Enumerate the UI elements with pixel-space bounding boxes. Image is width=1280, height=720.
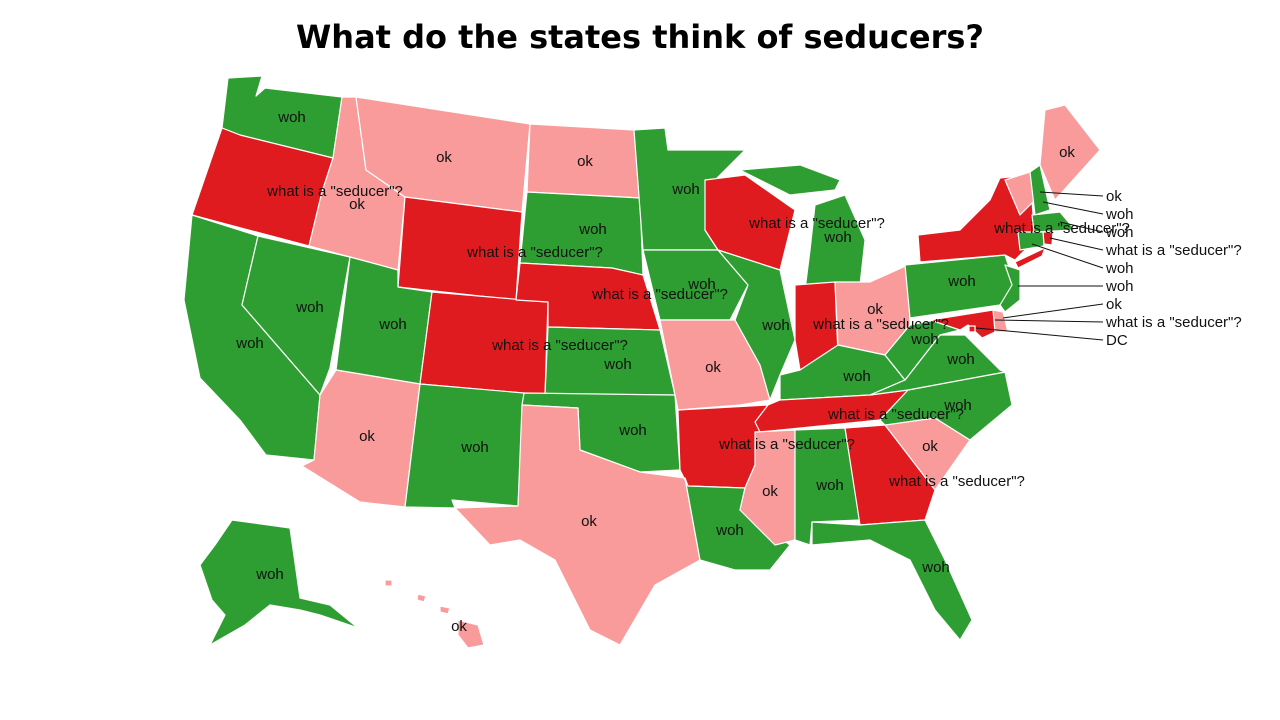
state-label-ar: what is a "seducer"? — [718, 436, 855, 453]
state-label-nd: ok — [577, 153, 593, 170]
state-ga — [844, 424, 936, 526]
state-label-fl: woh — [921, 559, 950, 576]
state-ak — [199, 519, 359, 646]
state-tx — [454, 404, 701, 646]
state-ma — [1031, 211, 1076, 233]
state-label-ak: woh — [255, 566, 284, 583]
state-md — [929, 309, 996, 339]
state-label-nv: woh — [295, 299, 324, 316]
state-label-nm: woh — [460, 439, 489, 456]
state-label-tn: what is a "seducer"? — [827, 406, 964, 423]
state-hi — [384, 579, 485, 649]
callout-label: woh — [1105, 260, 1134, 277]
state-ny — [917, 174, 1036, 263]
state-label-mi: woh — [823, 229, 852, 246]
state-label-ks: woh — [603, 356, 632, 373]
state-label-il: woh — [761, 317, 790, 334]
state-label-ms: ok — [762, 483, 778, 500]
state-label-ny: what is a "seducer"? — [993, 220, 1130, 237]
state-me — [1039, 104, 1101, 201]
callout-label: woh — [1105, 206, 1134, 223]
state-label-ia: woh — [687, 276, 716, 293]
state-label-mt: ok — [436, 149, 452, 166]
state-label-wi: what is a "seducer"? — [748, 215, 885, 232]
state-ia — [642, 249, 749, 321]
state-label-ky: woh — [842, 368, 871, 385]
state-label-hi: ok — [451, 618, 467, 635]
state-label-nc: woh — [943, 397, 972, 414]
map-title: What do the states think of seducers? — [296, 18, 984, 56]
callout-label: ok — [1106, 188, 1122, 205]
state-fl — [811, 519, 973, 641]
state-label-tx: ok — [581, 513, 597, 530]
state-label-or: what is a "seducer"? — [266, 183, 403, 200]
state-il — [717, 249, 796, 401]
state-label-oh: ok — [867, 301, 883, 318]
state-label-la: woh — [715, 522, 744, 539]
callout-label: woh — [1105, 224, 1134, 241]
state-label-sc: ok — [922, 438, 938, 455]
callout-label: DC — [1106, 332, 1128, 349]
state-label-id: ok — [349, 196, 365, 213]
state-label-co: what is a "seducer"? — [491, 337, 628, 354]
state-label-ut: woh — [378, 316, 407, 333]
callout-leader-lines — [975, 191, 1104, 341]
state-label-sd: woh — [578, 221, 607, 238]
state-label-ga: what is a "seducer"? — [888, 473, 1025, 490]
callout-label: ok — [1106, 296, 1122, 313]
state-label-in: what is a "seducer"? — [812, 316, 949, 333]
state-label-wa: woh — [277, 109, 306, 126]
state-label-me: ok — [1059, 144, 1075, 161]
callout-label: woh — [1105, 278, 1134, 295]
state-label-wv: woh — [910, 331, 939, 348]
state-label-va: woh — [946, 351, 975, 368]
state-label-az: ok — [359, 428, 375, 445]
state-label-wy: what is a "seducer"? — [466, 244, 603, 261]
state-label-al: woh — [815, 477, 844, 494]
state-label-mn: woh — [671, 181, 700, 198]
state-label-ok: woh — [618, 422, 647, 439]
state-label-ca: woh — [235, 335, 264, 352]
callout-label: what is a "seducer"? — [1105, 314, 1242, 331]
state-nj — [999, 264, 1021, 313]
state-label-pa: woh — [947, 273, 976, 290]
state-label-mo: ok — [705, 359, 721, 376]
state-dc — [968, 325, 976, 333]
state-ny-long-island — [1014, 247, 1046, 269]
state-label-ne: what is a "seducer"? — [591, 286, 728, 303]
callout-label: what is a "seducer"? — [1105, 242, 1242, 259]
